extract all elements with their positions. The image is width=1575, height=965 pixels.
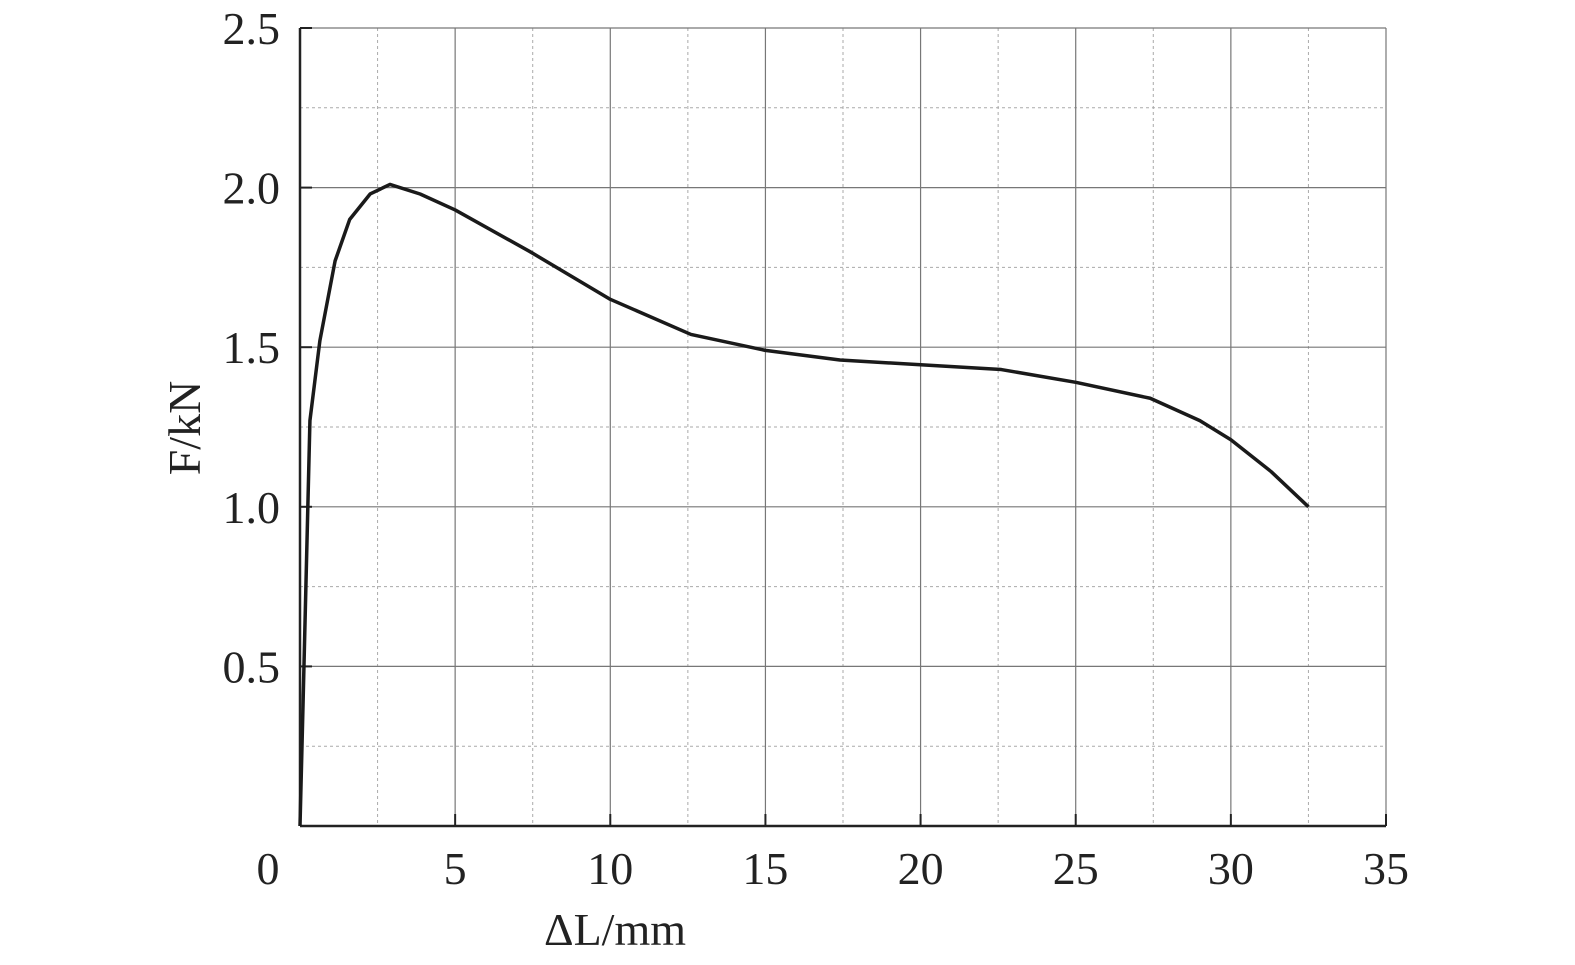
x-axis-label: ΔL/mm — [544, 904, 686, 955]
x-tick-label: 35 — [1363, 843, 1409, 894]
x-tick-label: 20 — [898, 843, 944, 894]
y-tick-label: 2.5 — [223, 3, 281, 54]
x-tick-label: 30 — [1208, 843, 1254, 894]
x-tick-label: 5 — [444, 843, 467, 894]
x-tick-label: 25 — [1053, 843, 1099, 894]
y-tick-label: 2.0 — [223, 163, 281, 214]
y-tick-label: 1.5 — [223, 322, 281, 373]
x-tick-label: 0 — [257, 843, 280, 894]
y-tick-label: 0.5 — [223, 641, 281, 692]
data-line — [298, 182, 1310, 827]
y-axis-label: F/kN — [159, 381, 210, 476]
x-tick-label: 15 — [742, 843, 788, 894]
y-tick-label: 1.0 — [223, 482, 281, 533]
x-tick-label: 10 — [587, 843, 633, 894]
